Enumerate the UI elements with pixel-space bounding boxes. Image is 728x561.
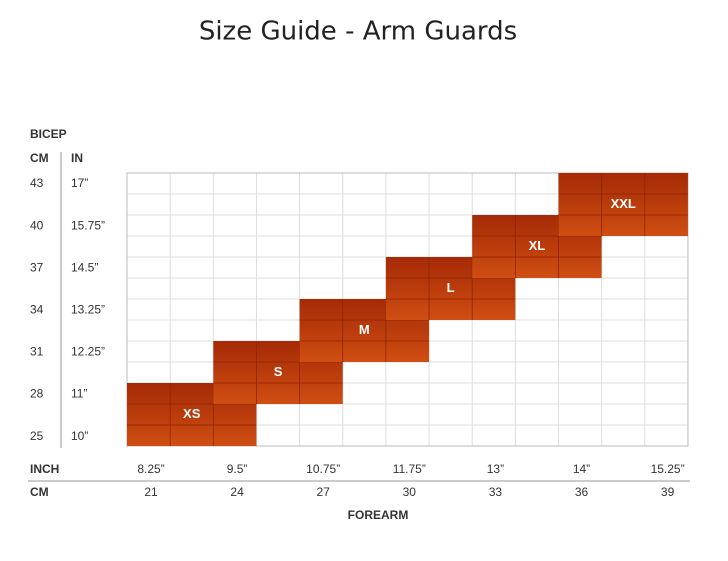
bicep-cm: 43 bbox=[30, 176, 44, 190]
bicep-in: 13.25” bbox=[71, 302, 105, 316]
size-label: XXL bbox=[611, 196, 636, 211]
cm-header: CM bbox=[30, 151, 49, 165]
forearm-in: 14” bbox=[573, 462, 590, 476]
bicep-cm: 31 bbox=[30, 345, 44, 359]
bicep-cm: 40 bbox=[30, 218, 44, 232]
in-header: IN bbox=[71, 151, 83, 165]
inch-header: INCH bbox=[30, 462, 59, 476]
bicep-in: 15.75” bbox=[71, 218, 105, 232]
forearm-in: 11.75” bbox=[393, 462, 426, 476]
forearm-cm: 36 bbox=[575, 485, 589, 499]
bicep-cm: 28 bbox=[30, 387, 44, 401]
forearm-in: 13” bbox=[487, 462, 504, 476]
size-label: XS bbox=[183, 406, 201, 421]
forearm-in: 10.75” bbox=[306, 462, 340, 476]
bicep-in: 14.5” bbox=[71, 260, 98, 274]
forearm-cm: 21 bbox=[144, 485, 158, 499]
size-label: M bbox=[359, 322, 370, 337]
bicep-cm: 37 bbox=[30, 260, 44, 274]
bicep-cm: 25 bbox=[30, 429, 44, 443]
forearm-in: 9.5” bbox=[227, 462, 248, 476]
size-label: S bbox=[274, 364, 283, 379]
bicep-in: 11” bbox=[71, 387, 87, 401]
forearm-in: 8.25” bbox=[137, 462, 164, 476]
forearm-cm: 39 bbox=[661, 485, 675, 499]
bicep-in: 10” bbox=[71, 429, 88, 443]
bicep-in: 17” bbox=[71, 176, 88, 190]
forearm-in: 15.25” bbox=[651, 462, 685, 476]
size-label: XL bbox=[529, 238, 546, 253]
size-block bbox=[558, 173, 688, 236]
bicep-in: 12.25” bbox=[71, 345, 105, 359]
forearm-cm: 33 bbox=[489, 485, 503, 499]
grid-border bbox=[126, 172, 689, 447]
forearm-label: FOREARM bbox=[348, 508, 409, 522]
forearm-cm: 24 bbox=[230, 485, 244, 499]
title: Size Guide - Arm Guards bbox=[199, 17, 517, 47]
bicep-label: BICEP bbox=[30, 127, 67, 141]
forearm-cm: 27 bbox=[317, 485, 331, 499]
forearm-cm-header: CM bbox=[30, 485, 49, 499]
size-label: L bbox=[447, 280, 455, 295]
bicep-cm: 34 bbox=[30, 302, 44, 316]
grid: XS S M L XL XXL bbox=[126, 172, 689, 447]
forearm-cm: 30 bbox=[403, 485, 417, 499]
